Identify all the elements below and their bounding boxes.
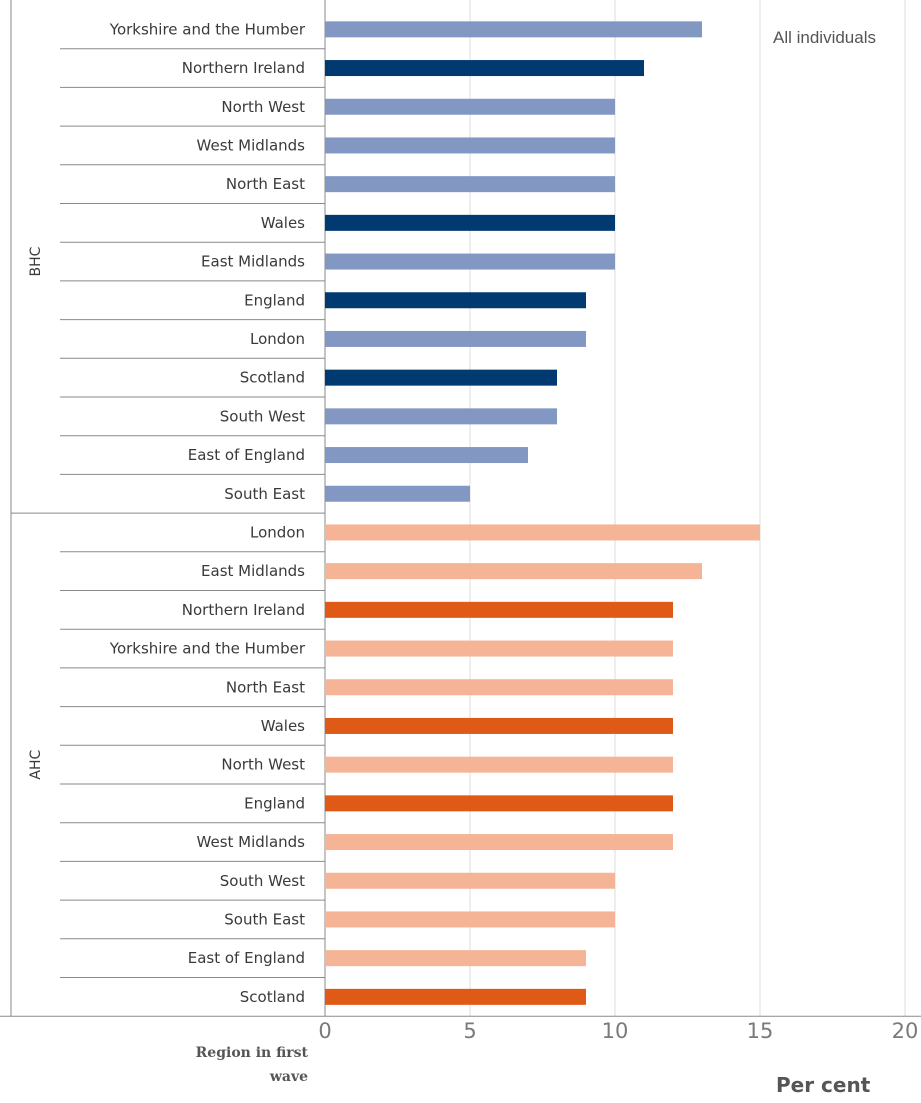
category-label: North East (226, 678, 305, 696)
bar (325, 408, 557, 425)
category-label: East of England (188, 446, 305, 464)
category-label: North East (226, 175, 305, 193)
bar (325, 447, 528, 464)
category-label: Northern Ireland (182, 59, 305, 77)
x-tick-label: 20 (892, 1019, 919, 1043)
bars (325, 21, 760, 1005)
category-label: Scotland (240, 988, 305, 1006)
chart-annotation: All individuals (773, 28, 876, 47)
category-label: North West (221, 98, 305, 116)
category-label: West Midlands (197, 833, 306, 851)
category-label: Yorkshire and the Humber (109, 640, 306, 658)
x-tick-label: 0 (318, 1019, 331, 1043)
category-label: London (250, 523, 305, 541)
category-label: Yorkshire and the Humber (109, 20, 306, 38)
bar (325, 292, 586, 309)
x-axis-title: Per cent (776, 1073, 871, 1097)
bar (325, 21, 702, 38)
x-tick-label: 5 (463, 1019, 476, 1043)
group-label: BHC (28, 246, 44, 276)
bar (325, 795, 673, 812)
bar (325, 214, 615, 231)
bar (325, 330, 586, 347)
bar (325, 98, 615, 115)
category-label: Scotland (240, 369, 305, 387)
bar (325, 563, 702, 580)
category-table (0, 0, 921, 1017)
category-labels: Yorkshire and the Humber Northern Ireland… (28, 20, 306, 1006)
bar (325, 988, 586, 1005)
x-tick-label: 10 (602, 1019, 629, 1043)
category-label: England (244, 291, 305, 309)
y-axis-title: Region in first wave (196, 1045, 309, 1085)
category-label: East Midlands (201, 562, 305, 580)
category-label: Wales (261, 214, 305, 232)
category-label: South East (224, 485, 305, 503)
bar (325, 253, 615, 270)
bar (325, 911, 615, 928)
category-label: North West (221, 756, 305, 774)
category-label: England (244, 794, 305, 812)
bar (325, 834, 673, 851)
bar (325, 640, 673, 657)
bar (325, 717, 673, 734)
bar (325, 485, 470, 502)
category-label: South West (220, 872, 305, 890)
category-label: East Midlands (201, 253, 305, 271)
category-label: East of England (188, 949, 305, 967)
group-label: AHC (28, 749, 44, 779)
bar (325, 176, 615, 193)
x-tick-labels: 0 5 10 15 20 (318, 1019, 918, 1043)
x-tick-label: 15 (747, 1019, 774, 1043)
category-label: Northern Ireland (182, 601, 305, 619)
bar (325, 137, 615, 154)
bar (325, 872, 615, 889)
bar (325, 950, 586, 967)
category-label: London (250, 330, 305, 348)
bar (325, 524, 760, 541)
bar (325, 369, 557, 386)
bar (325, 60, 644, 77)
category-label: West Midlands (197, 136, 306, 154)
bar (325, 756, 673, 773)
category-label: South West (220, 407, 305, 425)
category-label: Wales (261, 717, 305, 735)
bar (325, 601, 673, 618)
bar (325, 679, 673, 696)
category-label: South East (224, 910, 305, 928)
